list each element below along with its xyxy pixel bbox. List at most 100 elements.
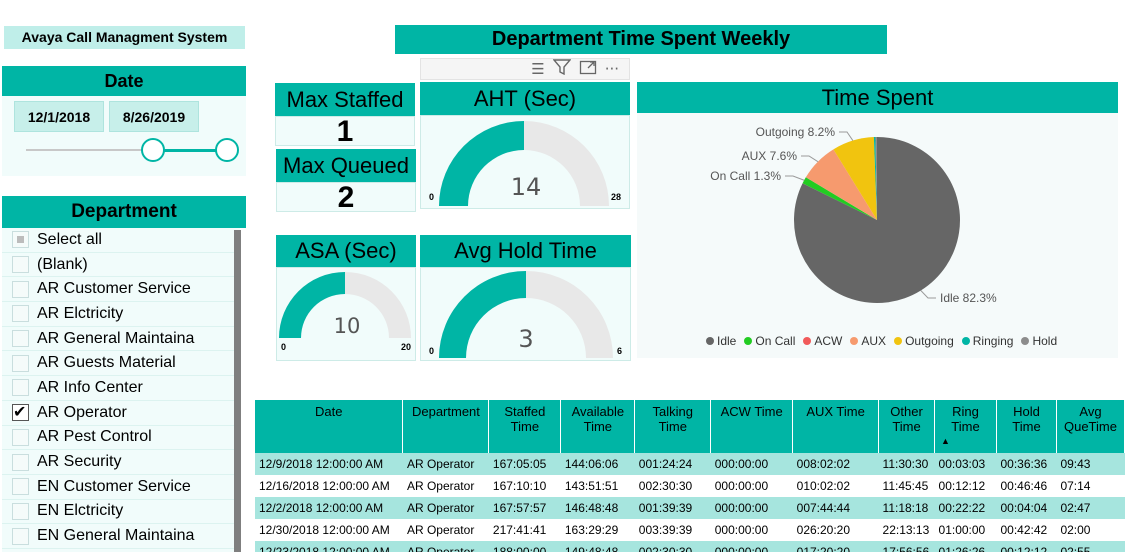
table-cell: 02:55: [1060, 545, 1091, 552]
legend-item[interactable]: Hold: [1021, 334, 1057, 348]
legend-dot: [894, 337, 903, 345]
column-header[interactable]: Date: [255, 400, 404, 453]
table-cell: 11:30:30: [882, 457, 929, 471]
legend-dot: [1021, 337, 1030, 345]
checkbox[interactable]: [12, 330, 29, 348]
table-cell: 026:20:20: [796, 523, 851, 537]
max-queued-value: 2: [276, 182, 416, 213]
legend-item[interactable]: Ringing: [961, 334, 1014, 348]
table-cell: 00:36:36: [1000, 457, 1048, 471]
column-header[interactable]: Avg QueTime: [1056, 400, 1125, 453]
legend-label: Outgoing: [905, 334, 954, 348]
pie-slice-outgoing[interactable]: [833, 137, 877, 220]
department-item[interactable]: Select all: [2, 228, 240, 253]
pie-slice-hold[interactable]: [875, 137, 877, 220]
legend-label: Idle: [717, 334, 737, 348]
start-date-input[interactable]: 12/1/2018: [14, 101, 104, 132]
table-cell: 01:26:26: [938, 545, 986, 552]
table-cell: 000:00:00: [714, 545, 769, 552]
asa-gauge-min: 0: [281, 342, 287, 352]
legend-item[interactable]: AUX: [850, 334, 886, 348]
filter-icon[interactable]: [552, 59, 572, 79]
department-item[interactable]: AR Operator: [2, 401, 240, 426]
table-cell: 00:22:22: [938, 501, 986, 515]
pie-chart-title: Time Spent: [637, 82, 1118, 113]
table-cell: 02:47: [1060, 501, 1091, 515]
checkbox[interactable]: [12, 231, 29, 249]
table-cell: 12/9/2018 12:00:00 AM: [259, 457, 384, 471]
department-item[interactable]: AR Security: [2, 450, 240, 475]
checkbox[interactable]: [12, 354, 29, 372]
table-cell: 00:46:46: [1000, 479, 1048, 493]
legend-label: AUX: [861, 334, 887, 348]
department-item[interactable]: AR Elctricity: [2, 302, 240, 327]
table-row[interactable]: 12/16/2018 12:00:00 AM AR Operator 167:10:…: [255, 475, 1125, 497]
table-row[interactable]: 12/9/2018 12:00:00 AM AR Operator 167:05:0…: [255, 453, 1125, 475]
checkbox[interactable]: [12, 428, 29, 446]
pie-leader-line: [801, 155, 819, 163]
menu-lines-icon[interactable]: ☰: [531, 60, 545, 78]
column-header[interactable]: Other Time: [878, 400, 936, 453]
max-staffed-label: Max Staffed: [275, 83, 415, 116]
pie-slice-on-call[interactable]: [802, 177, 877, 220]
column-header[interactable]: Staffed Time: [488, 400, 562, 453]
column-header[interactable]: Hold Time: [996, 400, 1057, 453]
legend-label: On Call: [755, 334, 796, 348]
legend-item[interactable]: Idle: [706, 334, 736, 348]
checkbox[interactable]: [12, 478, 29, 496]
pie-slice-ringing[interactable]: [873, 137, 877, 220]
checkbox[interactable]: [12, 453, 29, 471]
sort-ascending-icon[interactable]: ▲: [941, 436, 950, 446]
department-item[interactable]: AR Guests Material: [2, 351, 240, 377]
column-header[interactable]: Department: [402, 400, 490, 453]
table-cell: 00:04:04: [1000, 501, 1048, 515]
checkbox[interactable]: [12, 280, 29, 298]
column-header[interactable]: Ring Time ▲: [934, 400, 997, 453]
visual-toolbar: ☰ ···: [420, 58, 630, 80]
checkbox[interactable]: [12, 305, 29, 323]
checkbox[interactable]: [12, 502, 29, 520]
department-item[interactable]: EN General Maintaina: [2, 524, 240, 549]
department-item[interactable]: AR Customer Service: [2, 277, 240, 303]
legend-item[interactable]: Outgoing: [894, 334, 954, 348]
department-item[interactable]: AR Pest Control: [2, 426, 240, 451]
checkbox[interactable]: [12, 379, 29, 397]
date-slider-track[interactable]: [26, 149, 153, 151]
more-options-icon[interactable]: ···: [604, 60, 619, 78]
asa-gauge-value: 10: [333, 314, 361, 338]
checkbox[interactable]: [12, 527, 29, 545]
department-item-label: AR Pest Control: [37, 428, 152, 446]
legend-item[interactable]: On Call: [744, 334, 795, 348]
department-item[interactable]: AR General Maintaina: [2, 327, 240, 352]
date-slider-start-handle[interactable]: [141, 138, 165, 162]
department-item[interactable]: AR Info Center: [2, 376, 240, 401]
table-cell: 07:14: [1060, 479, 1091, 493]
table-cell: 188:00:00: [492, 545, 547, 552]
column-header[interactable]: ACW Time: [710, 400, 794, 453]
table-cell: 217:41:41: [492, 523, 547, 537]
department-item[interactable]: (Blank): [2, 253, 240, 278]
pie-slice-aux[interactable]: [805, 149, 877, 220]
end-date-input[interactable]: 8/26/2019: [109, 101, 199, 132]
department-list-scrollbar[interactable]: [234, 230, 241, 552]
table-cell: AR Operator: [406, 545, 475, 552]
department-item[interactable]: EN Customer Service: [2, 475, 240, 500]
table-row[interactable]: 12/2/2018 12:00:00 AM AR Operator 167:57:5…: [255, 497, 1125, 519]
legend-item[interactable]: ACW: [803, 334, 842, 348]
legend-label: Ringing: [972, 334, 1014, 348]
date-slider-end-handle[interactable]: [215, 138, 239, 162]
column-header[interactable]: Available Time: [560, 400, 636, 453]
table-row[interactable]: 12/30/2018 12:00:00 AM AR Operator 217:41:…: [255, 519, 1125, 541]
department-item-label: AR Customer Service: [37, 280, 191, 298]
asa-gauge: [279, 272, 411, 338]
table-row[interactable]: 12/23/2018 12:00:00 AM AR Operator 188:00:…: [255, 541, 1125, 552]
column-header[interactable]: AUX Time: [792, 400, 880, 453]
checkbox[interactable]: [12, 402, 29, 422]
page-title: Department Time Spent Weekly: [395, 25, 887, 54]
pie-data-label: On Call 1.3%: [710, 169, 781, 183]
checkbox[interactable]: [12, 256, 29, 274]
department-item[interactable]: EN Elctricity: [2, 500, 240, 525]
table-cell: 00:12:12: [1000, 545, 1048, 552]
column-header[interactable]: Talking Time: [634, 400, 712, 453]
focus-mode-icon[interactable]: [579, 59, 597, 79]
